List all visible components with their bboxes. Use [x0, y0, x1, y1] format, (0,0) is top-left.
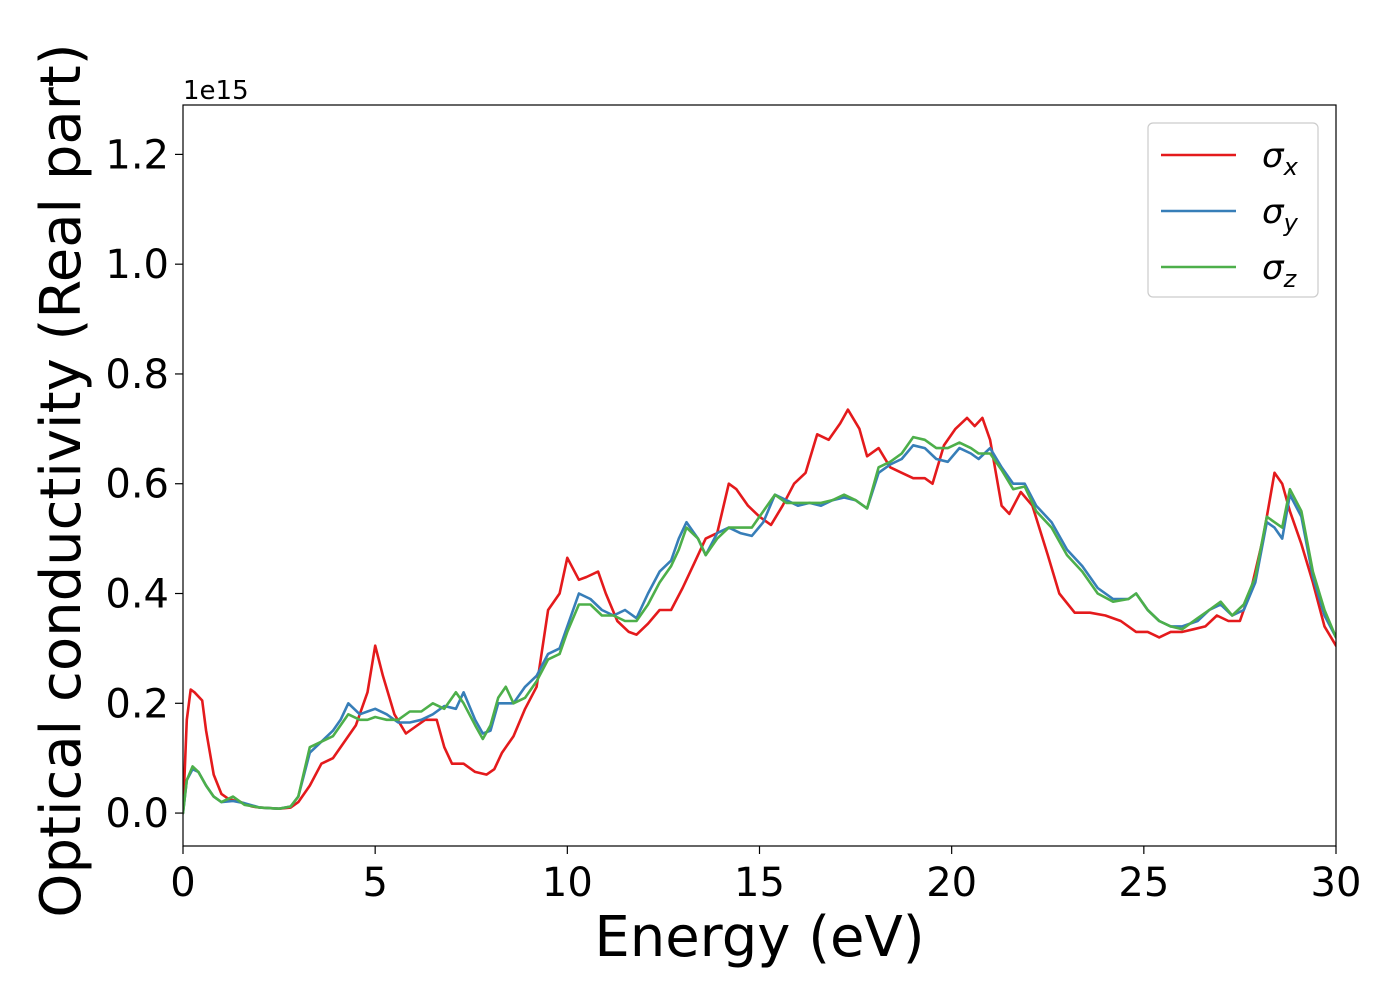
x-axis: 0 5 10 15 20 25 30	[170, 846, 1361, 906]
y-axis: 0.0 0.2 0.4 0.6 0.8 1.0 1.2	[105, 132, 183, 837]
series-line-x	[183, 408, 1336, 815]
legend-label-z: σz	[1262, 248, 1298, 293]
y-tick-label: 1.0	[105, 242, 169, 288]
y-tick-label: 0.4	[105, 572, 169, 618]
y-tick-label: 0.0	[105, 791, 169, 837]
x-axis-title: Energy (eV)	[594, 905, 924, 970]
series-line-z	[183, 435, 1336, 815]
plot-area	[183, 105, 1336, 846]
y-tick-label: 1.2	[105, 132, 169, 178]
x-tick-label: 15	[734, 860, 785, 906]
x-tick-label: 30	[1311, 860, 1362, 906]
y-tick-label: 0.6	[105, 462, 169, 508]
x-tick-label: 10	[542, 860, 593, 906]
y-tick-label: 0.2	[105, 681, 169, 727]
x-tick-label: 20	[926, 860, 977, 906]
series-layer	[183, 408, 1336, 815]
legend: σx σy σz	[1147, 122, 1319, 298]
x-tick-label: 0	[170, 860, 195, 906]
x-tick-label: 5	[362, 860, 387, 906]
x-tick-label: 25	[1118, 860, 1169, 906]
y-tick-label: 0.8	[105, 352, 169, 398]
legend-label-x: σx	[1262, 136, 1299, 181]
y-offset-label: 1e15	[183, 76, 249, 106]
y-axis-title: Optical conductivity (Real part)	[29, 43, 94, 917]
legend-label-y: σy	[1262, 192, 1299, 237]
